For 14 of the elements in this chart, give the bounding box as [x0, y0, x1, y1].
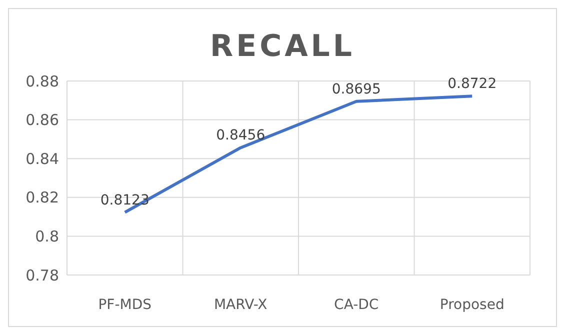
chart-title: RECALL	[208, 29, 356, 66]
x-tick-label: MARV-X	[214, 296, 268, 313]
y-tick-label: 0.86	[26, 111, 59, 130]
x-tick-label: PF-MDS	[98, 296, 152, 313]
data-label: 0.8722	[448, 76, 497, 92]
y-tick-label: 0.84	[26, 150, 59, 168]
y-tick-label: 0.8	[35, 228, 59, 246]
data-label: 0.8456	[216, 128, 266, 144]
data-label: 0.8695	[332, 81, 381, 98]
y-tick-label: 0.88	[26, 72, 59, 90]
y-tick-label: 0.78	[26, 266, 59, 284]
y-tick-label: 0.82	[26, 188, 59, 207]
x-tick-label: Proposed	[440, 296, 504, 313]
x-tick-label: CA-DC	[334, 296, 379, 313]
